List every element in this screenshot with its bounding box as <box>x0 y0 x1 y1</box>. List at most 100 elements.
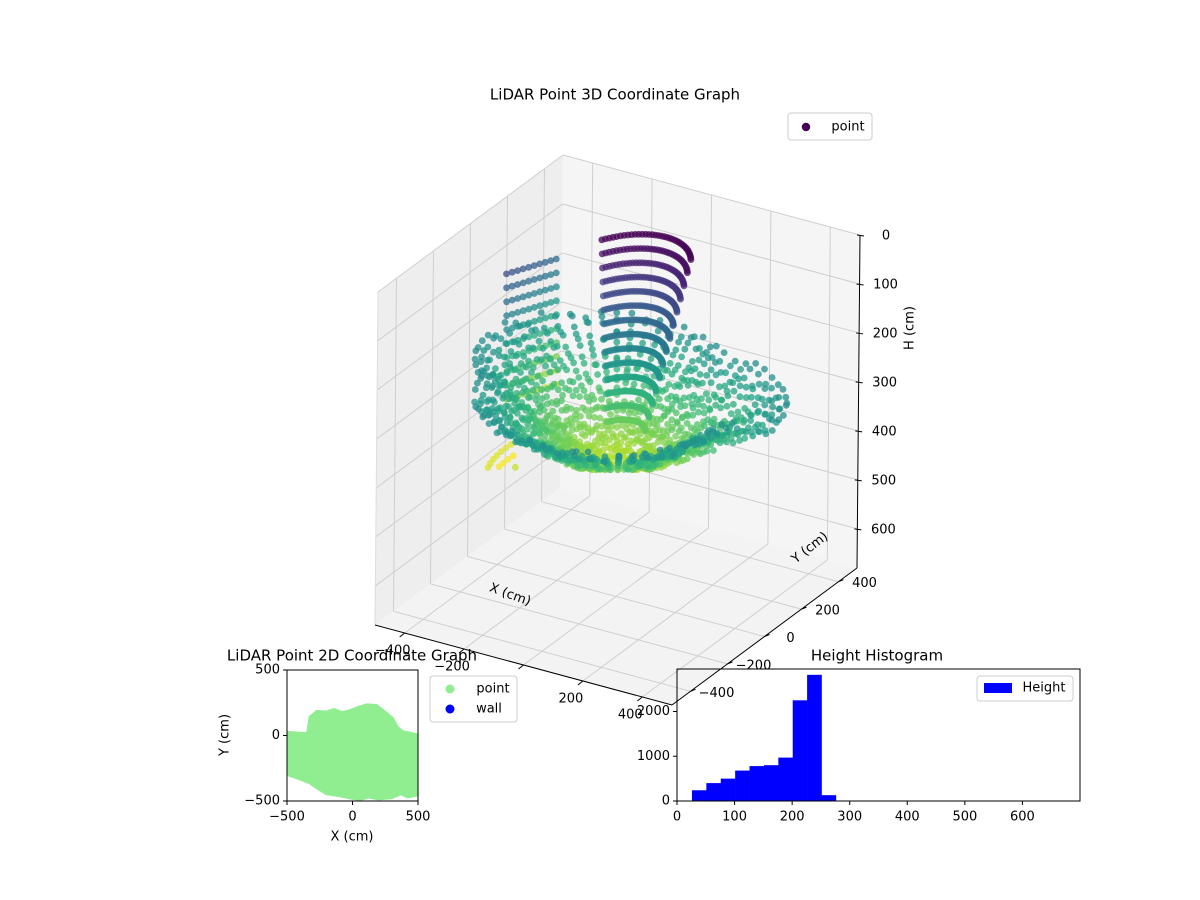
data-point <box>547 285 555 292</box>
data-point <box>680 323 688 331</box>
h-tick-mark <box>856 283 864 286</box>
y-tick-label: −400 <box>699 686 735 701</box>
gridline-y <box>430 583 728 665</box>
data-point <box>547 338 555 345</box>
data-point <box>747 417 754 424</box>
data-point <box>501 361 509 369</box>
data-point <box>749 432 757 440</box>
data-point <box>500 353 508 361</box>
data-point <box>552 269 560 277</box>
gridline-h <box>376 252 563 391</box>
data-point <box>752 360 760 367</box>
data-point <box>559 429 567 437</box>
data-point <box>680 377 688 384</box>
h-tick-label: 400 <box>872 424 897 439</box>
plot3d-title: LiDAR Point 3D Coordinate Graph <box>490 86 740 104</box>
data-point <box>511 463 519 471</box>
data-point <box>727 410 735 418</box>
y-tick-mark <box>801 606 807 610</box>
data-point <box>599 292 607 300</box>
data-point <box>668 416 676 424</box>
data-point <box>737 366 744 373</box>
data-point <box>474 379 481 387</box>
data-point <box>513 431 521 439</box>
pane-edge <box>374 291 379 626</box>
data-point <box>503 419 511 427</box>
point-cloud-area <box>287 703 418 801</box>
data-point <box>558 407 566 414</box>
data-point <box>697 450 704 458</box>
x-tick-mark <box>518 664 524 670</box>
data-point <box>537 309 545 316</box>
data-point <box>630 452 638 459</box>
data-point <box>519 279 527 287</box>
y-tick-label: 500 <box>255 663 280 678</box>
data-point <box>586 332 594 340</box>
data-point <box>529 344 537 352</box>
data-point <box>746 365 754 373</box>
data-point <box>484 464 492 471</box>
data-point <box>511 400 519 407</box>
data-point <box>769 403 777 411</box>
data-point <box>542 300 549 308</box>
data-point <box>563 366 571 374</box>
h-axis-line <box>856 234 861 569</box>
data-point <box>685 394 693 401</box>
histogram-bar <box>763 765 779 801</box>
histogram-bar <box>691 790 707 801</box>
data-point <box>554 449 561 457</box>
data-point <box>653 421 661 428</box>
data-point <box>588 345 596 353</box>
data-point <box>541 258 549 266</box>
h-tick-mark <box>854 528 862 531</box>
data-point <box>576 393 583 400</box>
data-point <box>500 408 508 416</box>
data-point <box>695 408 702 416</box>
data-point <box>607 411 614 418</box>
data-point <box>700 438 708 446</box>
data-point <box>519 265 527 273</box>
data-point <box>677 333 685 341</box>
x-tick-mark <box>577 680 584 686</box>
data-point <box>537 356 545 364</box>
data-point <box>541 272 549 280</box>
data-point <box>656 374 663 382</box>
h-tick-label: 600 <box>871 522 896 537</box>
data-point <box>475 405 482 413</box>
x-tick-label: 200 <box>558 692 583 707</box>
data-point <box>514 295 522 302</box>
data-point <box>623 447 630 455</box>
data-point <box>553 343 561 350</box>
h-tick-label: 500 <box>871 473 896 488</box>
y-tick-mark <box>838 579 844 583</box>
data-point <box>585 455 593 463</box>
data-point <box>592 361 600 369</box>
gridline-y <box>541 501 839 583</box>
data-point <box>775 416 783 424</box>
data-point <box>585 319 592 327</box>
h-tick-label: 100 <box>873 277 898 292</box>
data-point <box>613 338 621 346</box>
data-point <box>522 363 530 371</box>
data-point <box>654 438 662 446</box>
data-point <box>472 361 480 369</box>
x-tick-label: 400 <box>618 708 643 723</box>
data-point <box>520 352 528 360</box>
y-tick-label: 0 <box>662 794 670 809</box>
histogram: Height Histogram 0 100 200 300 400 500 600 0 1000… <box>637 647 1081 825</box>
data-point <box>700 360 708 368</box>
data-point <box>678 353 685 361</box>
data-point <box>506 413 514 421</box>
data-point <box>533 381 540 389</box>
data-point <box>547 271 555 278</box>
data-point <box>666 335 674 342</box>
data-point <box>503 270 510 278</box>
data-point <box>542 426 550 434</box>
data-point <box>538 395 546 402</box>
data-point <box>554 323 562 330</box>
data-point <box>598 236 606 244</box>
x-tick-label: −200 <box>434 660 470 675</box>
data-point <box>536 260 544 268</box>
gridline-h <box>375 448 561 587</box>
data-point <box>635 396 642 404</box>
